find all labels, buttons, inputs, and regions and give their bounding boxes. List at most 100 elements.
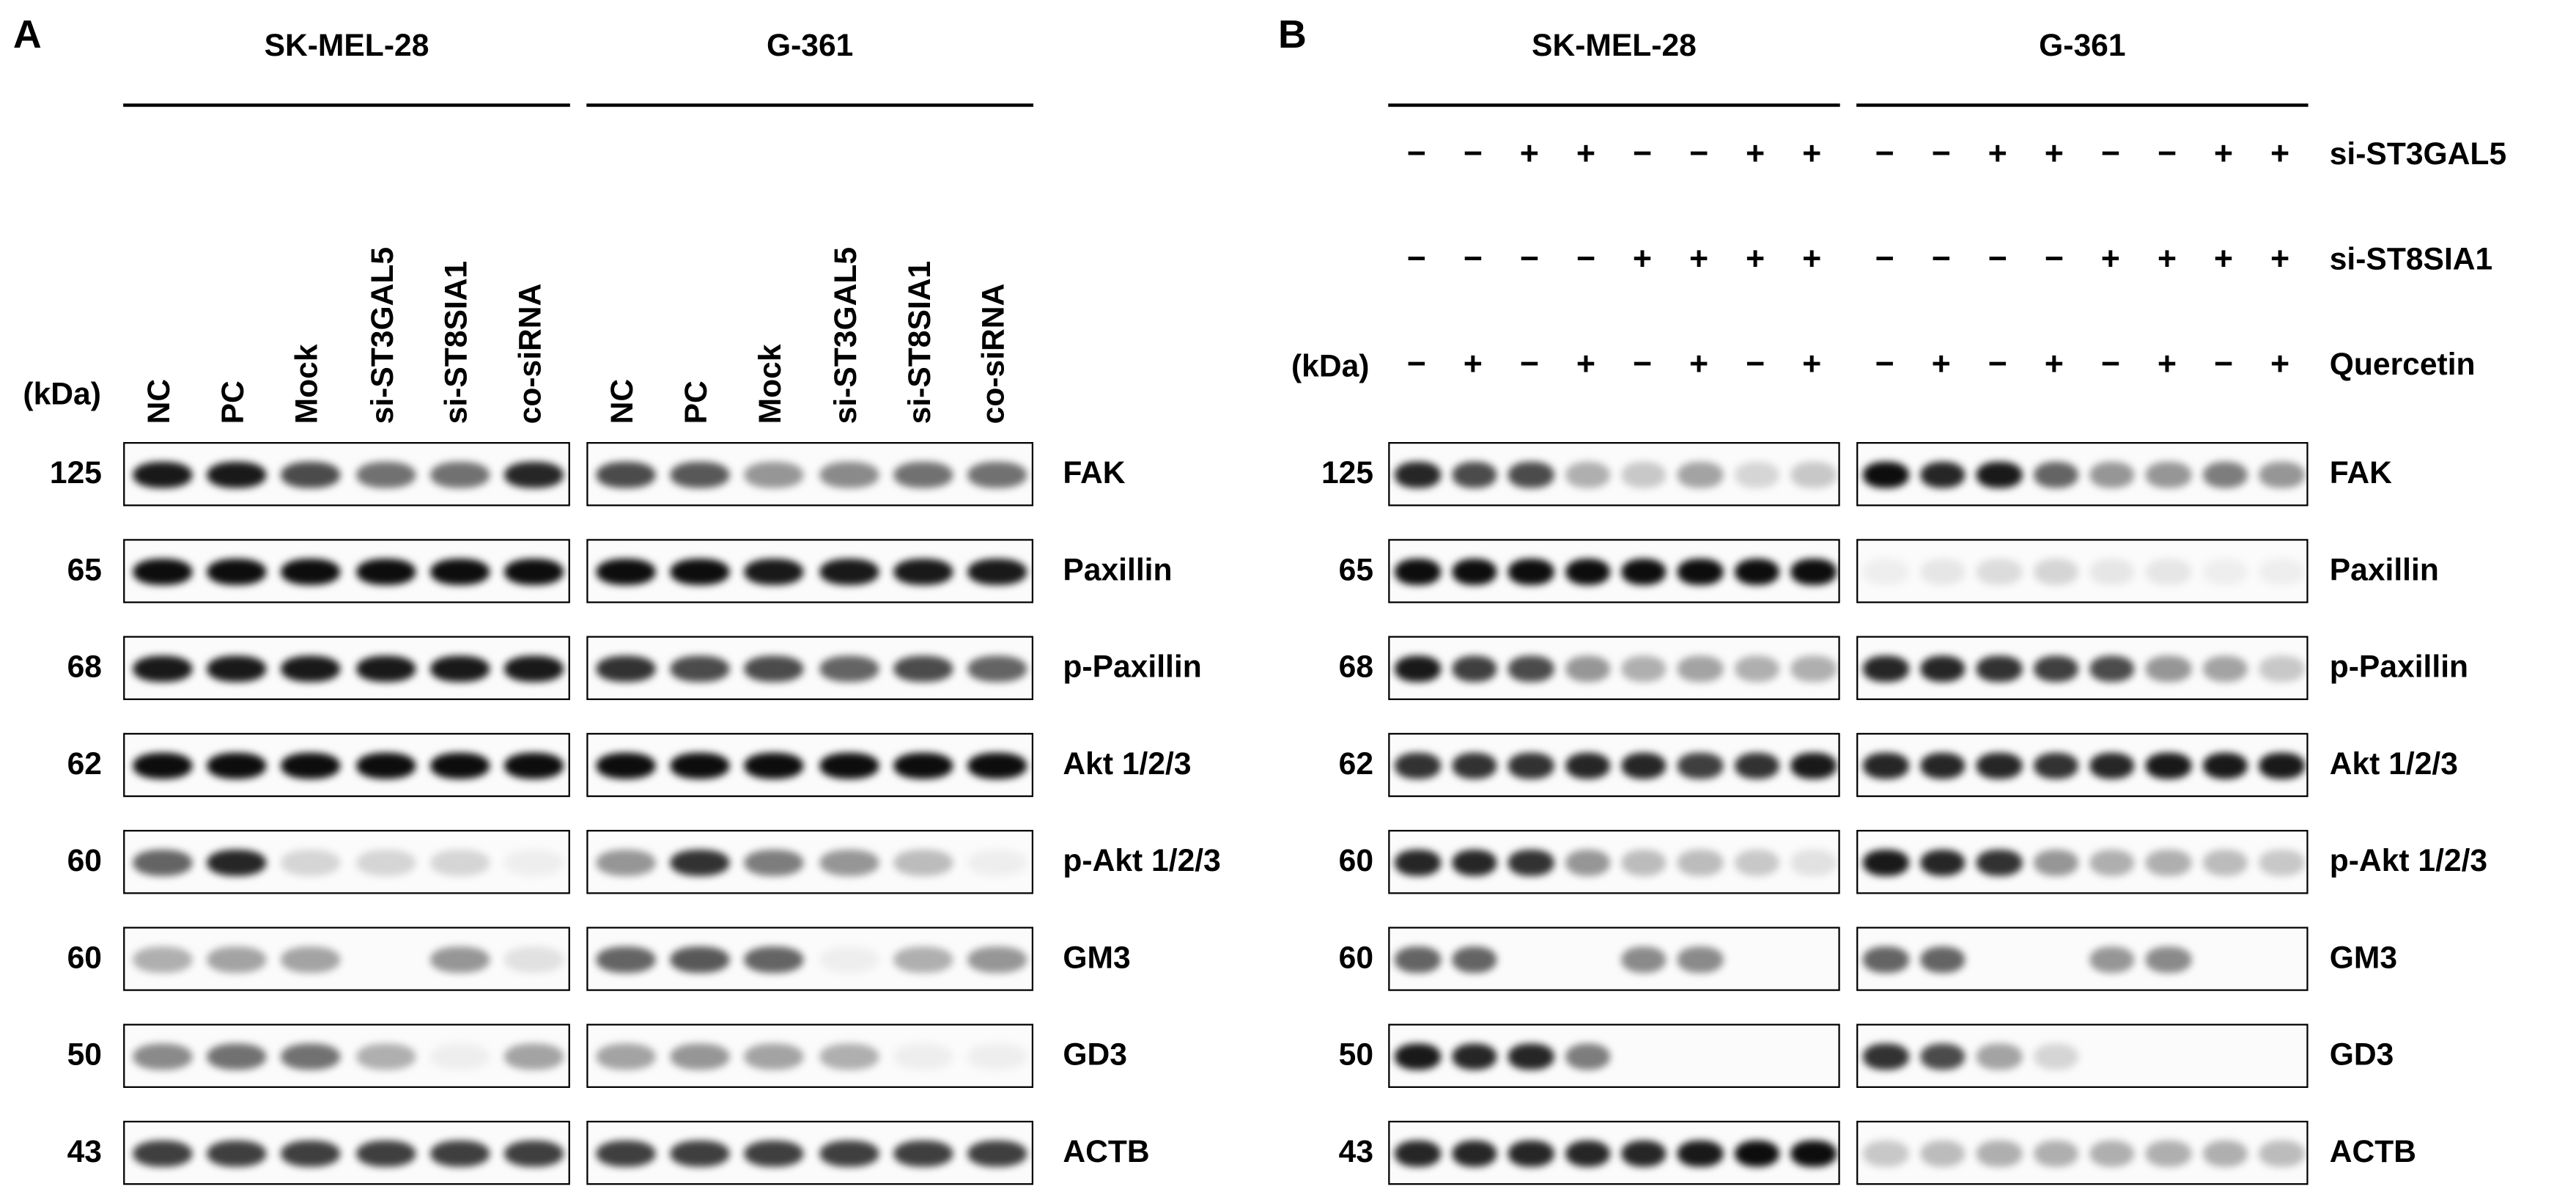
lane-label: NC [605, 378, 641, 424]
protein-band [2259, 461, 2305, 489]
protein-band [1452, 1043, 1497, 1070]
treatment-sign: + [1689, 241, 1709, 278]
blot-strip [1856, 442, 2309, 507]
protein-band [2259, 849, 2305, 877]
protein-band [595, 849, 655, 877]
protein-band [1790, 558, 1837, 586]
blot-strip [1388, 636, 1840, 700]
protein-label: FAK [1063, 457, 1126, 492]
protein-band [1508, 1140, 1554, 1168]
protein-band [2089, 1140, 2135, 1168]
blot-strip [1388, 830, 1840, 894]
protein-band [967, 752, 1028, 780]
protein-band [2033, 558, 2078, 586]
treatment-sign: − [2213, 346, 2234, 383]
lane-label: si-ST3GAL5 [366, 246, 401, 424]
protein-band [1678, 752, 1724, 780]
protein-label: Akt 1/2/3 [1063, 747, 1192, 783]
protein-band [893, 558, 953, 586]
protein-label: Akt 1/2/3 [2329, 747, 2458, 783]
protein-band [1621, 558, 1667, 586]
protein-label: ACTB [2329, 1136, 2417, 1171]
protein-band [744, 752, 805, 780]
protein-band [819, 849, 879, 877]
protein-band [355, 655, 416, 683]
protein-band [2146, 946, 2192, 974]
protein-band [2146, 1140, 2192, 1168]
protein-band [207, 849, 267, 877]
treatment-sign: + [2270, 241, 2290, 278]
protein-band [132, 946, 192, 974]
protein-band [1977, 1140, 2022, 1168]
protein-band [2146, 558, 2192, 586]
protein-band [281, 849, 342, 877]
protein-band [1678, 461, 1724, 489]
blot-strip [586, 442, 1034, 507]
condition-label: si-ST8SIA1 [2329, 243, 2493, 278]
treatment-sign: + [1802, 346, 1822, 383]
protein-band [2146, 461, 2192, 489]
protein-band [504, 849, 564, 877]
treatment-sign: − [2100, 136, 2120, 173]
treatment-sign: + [2213, 136, 2234, 173]
blot-strip [123, 442, 570, 507]
blot-strip [586, 1120, 1034, 1185]
protein-band [2089, 655, 2135, 683]
protein-band [1565, 655, 1611, 683]
lane-label: co-siRNA [978, 283, 1013, 424]
protein-label: GM3 [2329, 941, 2398, 976]
protein-band [967, 655, 1028, 683]
protein-band [893, 1140, 953, 1168]
protein-band [281, 558, 342, 586]
protein-label: p-Akt 1/2/3 [2329, 845, 2488, 880]
treatment-sign: + [2213, 241, 2234, 278]
treatment-sign: − [1875, 241, 1894, 278]
protein-band [1678, 946, 1724, 974]
protein-band [2202, 558, 2248, 586]
protein-band [1621, 752, 1667, 780]
protein-band [355, 752, 416, 780]
kda-marker: 43 [67, 1136, 102, 1171]
protein-band [132, 849, 192, 877]
treatment-sign: − [1576, 241, 1596, 278]
protein-band [132, 1043, 192, 1070]
protein-band [1452, 461, 1497, 489]
protein-band [1395, 946, 1441, 974]
protein-band [1864, 849, 1909, 877]
protein-band [1565, 1140, 1611, 1168]
protein-band [281, 752, 342, 780]
treatment-sign: + [2100, 241, 2120, 278]
protein-band [1920, 461, 1966, 489]
blot-strip [1856, 1023, 2309, 1089]
protein-band [1734, 655, 1780, 683]
protein-band [744, 1043, 805, 1070]
protein-band [670, 655, 730, 683]
protein-band [1621, 946, 1667, 974]
protein-band [1977, 752, 2022, 780]
protein-band [595, 461, 655, 489]
treatment-sign: + [1576, 136, 1596, 173]
protein-band [1920, 558, 1966, 586]
protein-band [1565, 752, 1611, 780]
blot-strip [123, 732, 570, 798]
protein-band [967, 461, 1028, 489]
treatment-sign: + [2270, 136, 2290, 173]
protein-band [967, 849, 1028, 877]
protein-band [2146, 849, 2192, 877]
blot-strip [123, 539, 570, 603]
protein-band [1621, 849, 1667, 877]
protein-band [670, 558, 730, 586]
protein-band [355, 558, 416, 586]
blot-strip [586, 927, 1034, 991]
protein-band [2089, 558, 2135, 586]
protein-band [1864, 1043, 1909, 1070]
kda-marker: 60 [67, 941, 102, 976]
protein-band [1621, 655, 1667, 683]
treatment-sign: + [1746, 241, 1765, 278]
protein-band [1452, 752, 1497, 780]
protein-band [207, 752, 267, 780]
protein-band [207, 655, 267, 683]
kda-marker: 62 [67, 747, 102, 783]
protein-band [2033, 461, 2078, 489]
